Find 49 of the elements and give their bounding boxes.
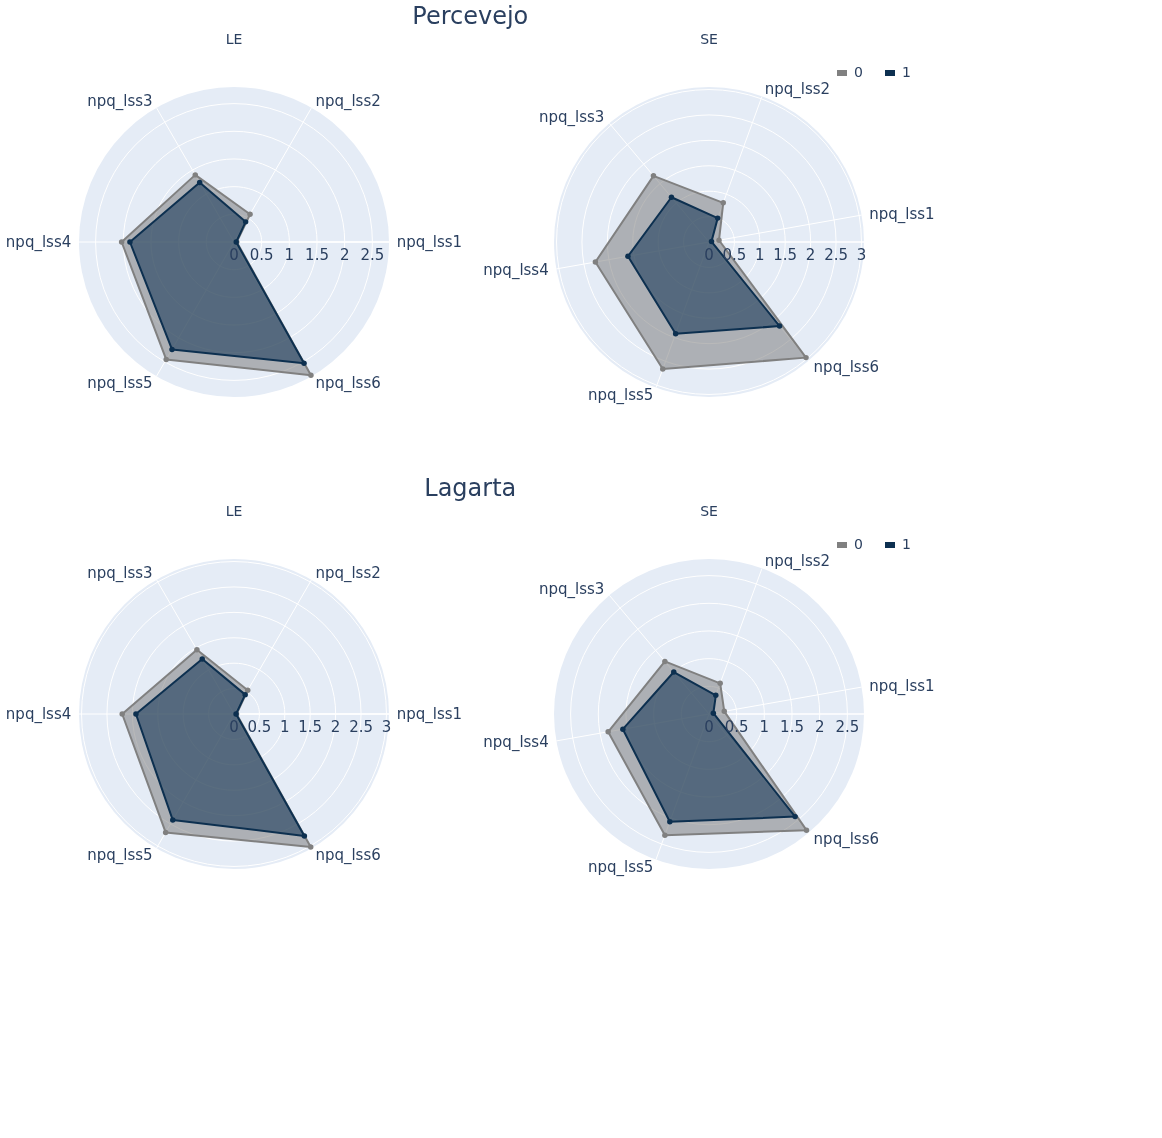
y-tick-label: 2 [814, 718, 825, 736]
y-tick-label: 2 [805, 246, 816, 264]
y-tick-label: 2 [330, 718, 341, 736]
spoke-label: npq_lss3 [87, 92, 153, 112]
spoke-label: npq_lss2 [315, 92, 381, 112]
y-tick-label: 1.5 [773, 246, 798, 264]
y-tick-label: 0.5 [249, 246, 274, 264]
legend-label: 1 [902, 536, 911, 552]
spoke-label: npq_lss5 [587, 857, 654, 877]
chart-title: Lagarta [424, 474, 517, 502]
spoke-label: npq_lss4 [483, 261, 549, 281]
spoke-label: npq_lss1 [869, 676, 935, 696]
chart-subtitle: SE [700, 503, 718, 519]
spoke-label: npq_lss5 [87, 373, 153, 393]
spoke-label: npq_lss2 [315, 564, 381, 584]
y-tick-label: 0.5 [247, 718, 272, 736]
y-tick-label: 1.5 [298, 718, 323, 736]
spoke-label: npq_lss4 [5, 233, 72, 252]
spoke-label: npq_lss6 [315, 373, 381, 393]
spoke-label: npq_lss1 [396, 705, 463, 724]
spoke-label: npq_lss3 [539, 108, 605, 128]
y-tick-label: 2.5 [824, 246, 848, 264]
chart-title: Percevejo [412, 2, 529, 30]
spoke-label: npq_lss3 [87, 564, 153, 584]
spoke-label: npq_lss1 [869, 204, 935, 224]
chart-subtitle: SE [700, 31, 718, 47]
y-tick-label: 3 [381, 718, 392, 736]
spoke-label: npq_lss4 [5, 705, 72, 724]
chart-subtitle: LE [225, 31, 243, 47]
spoke-label: npq_lss1 [396, 233, 463, 252]
spoke-label: npq_lss3 [539, 580, 605, 600]
y-tick-label: 2.5 [360, 246, 385, 264]
chart-subtitle: LE [225, 503, 243, 519]
spoke-label: npq_lss2 [764, 80, 831, 100]
spoke-label: npq_lss5 [587, 385, 654, 405]
spoke-label: npq_lss2 [764, 552, 831, 572]
y-tick-label: 0.5 [724, 718, 749, 736]
y-tick-label: 2.5 [349, 718, 373, 736]
spoke-label: npq_lss5 [87, 845, 153, 865]
y-tick-label: 3 [856, 246, 867, 264]
spoke-label: npq_lss6 [813, 829, 879, 849]
spoke-label: npq_lss6 [315, 845, 381, 865]
spoke-label: npq_lss4 [483, 733, 549, 753]
spoke-label: npq_lss6 [813, 357, 879, 377]
y-tick-label: 2.5 [835, 718, 860, 736]
legend-label: 1 [902, 64, 911, 80]
y-tick-label: 2 [339, 246, 350, 264]
y-tick-label: 1.5 [305, 246, 329, 264]
y-tick-label: 1.5 [780, 718, 804, 736]
